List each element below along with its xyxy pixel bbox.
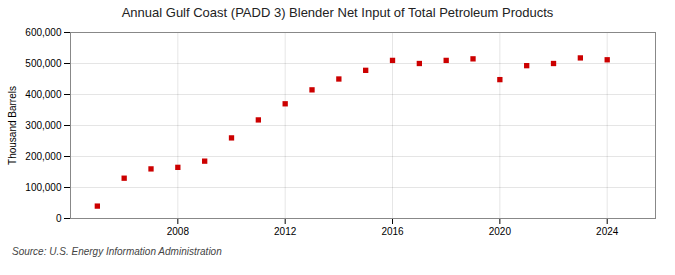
svg-text:2024: 2024 (596, 226, 619, 237)
svg-text:2020: 2020 (489, 226, 512, 237)
svg-text:0: 0 (56, 213, 62, 224)
svg-text:2012: 2012 (274, 226, 297, 237)
svg-text:2008: 2008 (167, 226, 190, 237)
svg-text:Thousand Barrels: Thousand Barrels (7, 86, 18, 165)
svg-text:100,000: 100,000 (25, 182, 62, 193)
svg-text:300,000: 300,000 (25, 120, 62, 131)
svg-text:2016: 2016 (381, 226, 404, 237)
svg-text:400,000: 400,000 (25, 89, 62, 100)
svg-text:600,000: 600,000 (25, 27, 62, 38)
svg-text:500,000: 500,000 (25, 58, 62, 69)
svg-text:200,000: 200,000 (25, 151, 62, 162)
html-text:Source: U.S. Energy Informatio: Source: U.S. Energy Information Administ… (12, 246, 222, 257)
html-text:Annual Gulf Coast (PADD 3) Ble: Annual Gulf Coast (PADD 3) Blender Net I… (121, 5, 554, 20)
